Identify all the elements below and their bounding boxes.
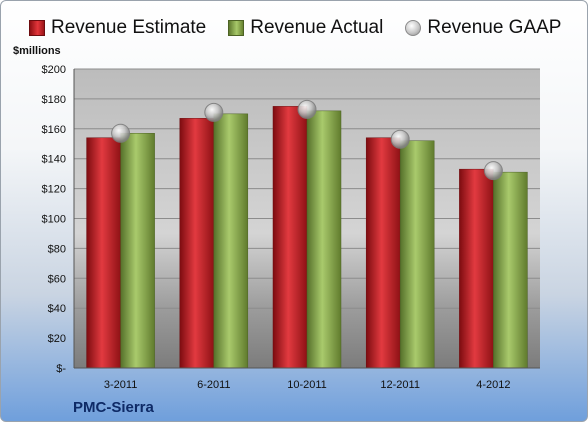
x-tick-label: 6-2011 [197,379,230,391]
legend-item-estimate: Revenue Estimate [29,17,206,39]
bar-revenue-estimate [365,137,401,369]
y-tick-label: $20 [48,333,66,345]
legend-label-estimate: Revenue Estimate [51,17,207,38]
x-tick-label: 4-2012 [476,379,510,391]
bar-revenue-estimate [272,106,308,369]
y-tick-label: $120 [42,184,66,196]
x-tick-label: 3-2011 [104,379,137,391]
legend: Revenue Estimate Revenue Actual Revenue … [29,17,583,39]
legend-item-gaap: Revenue GAAP [405,17,561,39]
y-tick-label: $60 [48,273,66,285]
y-axis: $- $20 $40 $60 $80 $100 $120 $140 $160 $180 $200 [42,64,75,375]
y-tick-label: $180 [42,94,66,106]
point-revenue-gaap [390,129,410,149]
point-revenue-gaap [111,123,131,143]
legend-label-actual: Revenue Actual [250,17,384,38]
bars [86,99,528,369]
y-tick-label: $140 [42,154,66,166]
bar-revenue-actual [493,171,528,369]
x-axis: 3-2011 6-2011 10-2011 12-2011 4-2012 [74,367,540,391]
point-revenue-gaap [483,161,503,181]
bar-revenue-estimate [86,137,121,369]
legend-label-gaap: Revenue GAAP [427,17,562,38]
company-name: PMC-Sierra [73,399,154,416]
bar-revenue-estimate [459,168,494,369]
bar-revenue-actual [120,133,155,369]
legend-swatch-gaap [405,20,422,36]
x-tick-label: 10-2011 [287,379,327,391]
y-tick-label: $100 [42,214,66,226]
y-tick-label: $- [56,363,66,375]
y-tick-label: $160 [42,124,66,136]
bar-revenue-actual [306,110,342,369]
legend-item-actual: Revenue Actual [228,17,383,39]
bar-revenue-actual [399,140,435,369]
y-tick-label: $80 [48,243,66,255]
bar-revenue-actual [213,113,249,369]
legend-swatch-estimate [29,20,45,36]
y-tick-label: $40 [48,303,66,315]
y-tick-label: $200 [42,64,66,76]
y-axis-units-label: $millions [13,45,61,57]
legend-swatch-actual [228,20,245,36]
point-revenue-gaap [297,99,317,119]
bar-revenue-estimate [179,118,215,369]
x-tick-label: 12-2011 [380,379,420,391]
point-revenue-gaap [204,102,224,122]
